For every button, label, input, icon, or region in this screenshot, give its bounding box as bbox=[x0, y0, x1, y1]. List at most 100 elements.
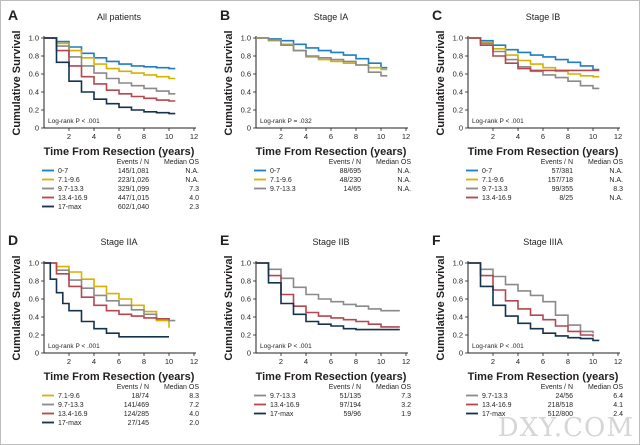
y-tick-label: 0.4 bbox=[241, 88, 251, 97]
x-tick-label: 12 bbox=[190, 132, 198, 141]
y-tick-label: 0.2 bbox=[29, 106, 39, 115]
y-axis-label: Cumulative Survival bbox=[223, 30, 235, 135]
logrank-label: Log-rank P < .001 bbox=[260, 343, 312, 350]
legend-median: 6.4 bbox=[613, 393, 623, 400]
panel-a: A All patients Cumulative Survival 0 0.2 0.4 0… bbox=[8, 7, 199, 211]
y-tick-label: 0.2 bbox=[453, 106, 463, 115]
legend-label: 13.4-16.9 bbox=[270, 402, 300, 409]
y-tick-label: 0 bbox=[35, 349, 39, 358]
panel-d: D Stage IIA Cumulative Survival 0 0.2 0.4 0.6 0… bbox=[8, 232, 199, 427]
table-header-events: Events / N bbox=[541, 384, 573, 391]
legend-label: 9.7-13.3 bbox=[270, 186, 296, 193]
panel-title: Stage IA bbox=[314, 12, 349, 22]
y-axis-label: Cumulative Survival bbox=[435, 30, 447, 135]
legend-label: 7.1-9.6 bbox=[270, 177, 292, 184]
legend-events: 59/96 bbox=[343, 411, 361, 418]
series-line-13.4-16.9 bbox=[468, 262, 594, 337]
y-tick-label: 1.0 bbox=[241, 34, 251, 43]
x-tick-label: 12 bbox=[402, 357, 410, 366]
logrank-label: Log-rank P < .001 bbox=[472, 343, 524, 350]
logrank-label: Log-rank P = .032 bbox=[260, 118, 312, 125]
legend-label: 17-max bbox=[270, 411, 294, 418]
legend-label: 17-max bbox=[58, 204, 82, 211]
legend-events: 602/1,040 bbox=[118, 204, 149, 211]
legend-median: N.A. bbox=[397, 177, 411, 184]
legend-events: 18/74 bbox=[131, 393, 149, 400]
series-line-17-max bbox=[468, 262, 600, 342]
x-axis-label: Time From Resection (years) bbox=[44, 371, 195, 383]
y-tick-label: 1.0 bbox=[241, 259, 251, 268]
y-tick-label: 0.2 bbox=[241, 331, 251, 340]
y-tick-label: 0.6 bbox=[453, 70, 463, 79]
legend-median: 3.2 bbox=[401, 402, 411, 409]
y-tick-label: 0.8 bbox=[241, 277, 251, 286]
y-tick-label: 0.4 bbox=[453, 88, 463, 97]
legend-label: 17-max bbox=[58, 420, 82, 427]
x-tick-label: 4 bbox=[92, 132, 96, 141]
y-tick-label: 0.4 bbox=[241, 313, 251, 322]
legend-median: N.A. bbox=[397, 168, 411, 175]
y-tick-label: 0.2 bbox=[29, 331, 39, 340]
series-line-13.4-16.9 bbox=[44, 262, 170, 320]
legend-median: 4.1 bbox=[613, 402, 623, 409]
legend-events: 124/285 bbox=[124, 411, 149, 418]
legend-events: 223/1,026 bbox=[118, 177, 149, 184]
table-header-events: Events / N bbox=[117, 159, 149, 166]
legend-median: 1.9 bbox=[401, 411, 411, 418]
x-tick-label: 2 bbox=[491, 132, 495, 141]
x-tick-label: 6 bbox=[541, 357, 545, 366]
series-line-13.4-16.9 bbox=[468, 37, 600, 72]
x-tick-label: 2 bbox=[279, 357, 283, 366]
legend-median: 2.0 bbox=[189, 420, 199, 427]
x-tick-label: 10 bbox=[165, 357, 173, 366]
x-tick-label: 2 bbox=[279, 132, 283, 141]
legend-median: N.A. bbox=[609, 177, 623, 184]
legend-label: 9.7-13.3 bbox=[270, 393, 296, 400]
legend-events: 447/1,015 bbox=[118, 195, 149, 202]
x-tick-label: 10 bbox=[165, 132, 173, 141]
legend-events: 48/230 bbox=[340, 177, 362, 184]
legend-median: N.A. bbox=[609, 195, 623, 202]
legend-events: 27/145 bbox=[128, 420, 150, 427]
legend-label: 0-7 bbox=[58, 168, 68, 175]
table-header-median: Median OS bbox=[164, 159, 199, 166]
x-tick-label: 10 bbox=[589, 132, 597, 141]
panel-b: B Stage IA Cumulative Survival 0 0.2 0.4 0.6 0.… bbox=[220, 7, 411, 193]
x-tick-label: 6 bbox=[117, 132, 121, 141]
legend-median: 4.0 bbox=[189, 411, 199, 418]
panel-title: Stage IIB bbox=[312, 237, 349, 247]
y-tick-label: 0 bbox=[247, 124, 251, 133]
panel-e: E Stage IIB Cumulative Survival 0 0.2 0.4 0.6 0… bbox=[220, 232, 411, 418]
x-axis-label: Time From Resection (years) bbox=[44, 146, 195, 158]
panel-f: F Stage IIIA Cumulative Survival 0 0.2 0.4 0.6… bbox=[432, 232, 623, 418]
series-line-17-max bbox=[256, 262, 400, 331]
y-tick-label: 0.6 bbox=[29, 295, 39, 304]
legend-median: N.A. bbox=[185, 168, 199, 175]
x-tick-label: 8 bbox=[142, 132, 146, 141]
legend-events: 24/56 bbox=[555, 393, 573, 400]
watermark: DXY.COM bbox=[497, 413, 634, 443]
legend-label: 7.1-9.6 bbox=[482, 177, 504, 184]
x-tick-label: 8 bbox=[142, 357, 146, 366]
panel-letter: C bbox=[432, 7, 442, 23]
legend-median: N.A. bbox=[609, 168, 623, 175]
y-tick-label: 0.6 bbox=[241, 295, 251, 304]
y-tick-label: 1.0 bbox=[29, 259, 39, 268]
series-line-17-max bbox=[44, 262, 169, 338]
table-header-median: Median OS bbox=[588, 384, 623, 391]
y-tick-label: 0.6 bbox=[241, 70, 251, 79]
x-axis-label: Time From Resection (years) bbox=[256, 146, 407, 158]
y-tick-label: 0 bbox=[247, 349, 251, 358]
table-header-median: Median OS bbox=[588, 159, 623, 166]
x-axis-label: Time From Resection (years) bbox=[256, 371, 407, 383]
legend-median: N.A. bbox=[185, 177, 199, 184]
x-tick-label: 6 bbox=[117, 357, 121, 366]
y-tick-label: 0.6 bbox=[453, 295, 463, 304]
x-tick-label: 12 bbox=[614, 132, 622, 141]
panel-title: All patients bbox=[97, 12, 142, 22]
legend-events: 218/518 bbox=[548, 402, 573, 409]
series-line-0-7 bbox=[256, 37, 388, 69]
x-tick-label: 6 bbox=[541, 132, 545, 141]
table-header-median: Median OS bbox=[164, 384, 199, 391]
table-header-median: Median OS bbox=[376, 384, 411, 391]
